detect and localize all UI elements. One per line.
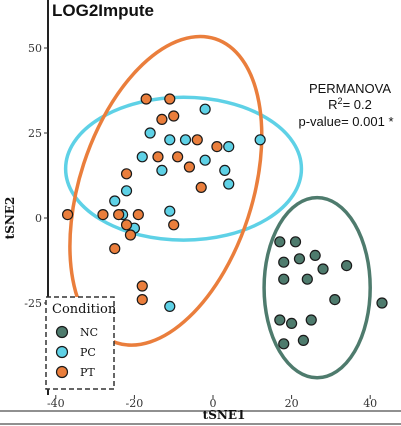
x-tick-label: 40 (363, 397, 377, 410)
point-pt (191, 134, 203, 146)
ellipse-pc (63, 95, 304, 242)
point-nc (274, 314, 286, 326)
confidence-ellipses (63, 34, 372, 380)
permanova-label: PERMANOVA (309, 81, 391, 96)
point-nc (317, 263, 329, 275)
point-nc (278, 273, 290, 285)
point-nc (297, 334, 309, 346)
point-nc (278, 256, 290, 268)
point-pt (113, 209, 125, 221)
point-nc (309, 249, 321, 261)
point-nc (301, 273, 313, 285)
y-tick-label: 50 (28, 42, 42, 55)
legend-items: NC PC PT (55, 325, 98, 379)
y-tick-label: -25 (24, 297, 42, 310)
point-nc (278, 338, 290, 350)
point-pc (199, 154, 211, 166)
point-pc (164, 134, 176, 146)
point-pt (136, 294, 148, 306)
point-pc (164, 300, 176, 312)
point-pt (172, 151, 184, 163)
legend-key-nc (55, 325, 69, 339)
ellipse-nc (262, 195, 372, 380)
point-pt (164, 93, 176, 105)
point-pc (156, 164, 168, 176)
point-pt (132, 209, 144, 221)
point-pt (152, 151, 164, 163)
point-nc (274, 236, 286, 248)
point-pc (109, 195, 121, 207)
point-pt (136, 280, 148, 292)
chart-title: LOG2Impute (52, 1, 154, 20)
legend-label-pc: PC (80, 346, 96, 359)
data-points (61, 93, 388, 350)
x-tick-label: -20 (126, 397, 144, 410)
y-tick-label: 25 (28, 127, 42, 140)
point-pt (156, 113, 168, 126)
legend: Condition NC PC PT (45, 296, 117, 390)
point-pt (120, 168, 133, 180)
point-pc (179, 134, 192, 146)
point-pc (144, 127, 156, 139)
point-pt (195, 181, 207, 193)
point-pt (140, 93, 152, 105)
legend-label-nc: NC (80, 326, 98, 339)
r2-prefix: R (328, 97, 337, 112)
point-pt (120, 219, 133, 231)
x-tick-label: 0 (210, 397, 217, 410)
point-nc (289, 236, 302, 248)
point-pt (211, 141, 223, 153)
x-axis-label: tSNE1 (203, 408, 246, 422)
point-nc (286, 317, 298, 329)
ellipse-pt (68, 34, 264, 347)
axis-ticks: -40 -20 0 20 40 -25 0 25 50 (24, 42, 377, 410)
point-pc (254, 134, 266, 146)
point-pt (109, 243, 121, 255)
point-nc (341, 260, 353, 272)
legend-label-pt: PT (80, 366, 95, 379)
point-pt (97, 209, 109, 221)
point-pt (168, 110, 180, 122)
x-tick-label: 20 (285, 397, 299, 410)
point-pc (223, 178, 235, 190)
r2-superscript: 2 (338, 96, 343, 106)
point-pc (120, 185, 133, 197)
point-pt (183, 161, 196, 173)
point-nc (293, 253, 306, 265)
legend-key-pc (55, 345, 69, 359)
r-squared-label: R2= 0.2 (328, 96, 372, 112)
p-value-label: p-value= 0.001 * (298, 114, 393, 129)
point-pc (223, 141, 235, 153)
point-nc (376, 297, 388, 309)
point-pc (199, 103, 211, 115)
x-tick-label: -40 (47, 397, 65, 410)
y-axis-label: tSNE2 (3, 197, 17, 240)
point-nc (305, 314, 317, 326)
point-nc (329, 294, 341, 306)
permanova-annotation: PERMANOVA R2= 0.2 p-value= 0.001 * (298, 81, 393, 129)
point-pc (164, 205, 176, 217)
y-tick-label: 0 (35, 212, 42, 225)
point-pc (219, 164, 231, 176)
point-pt (168, 219, 180, 231)
point-pc (136, 151, 148, 163)
legend-key-pt (55, 365, 69, 379)
r2-value: = 0.2 (343, 97, 372, 112)
point-pt (61, 209, 74, 221)
legend-title: Condition (52, 302, 117, 317)
point-pt (124, 229, 137, 241)
